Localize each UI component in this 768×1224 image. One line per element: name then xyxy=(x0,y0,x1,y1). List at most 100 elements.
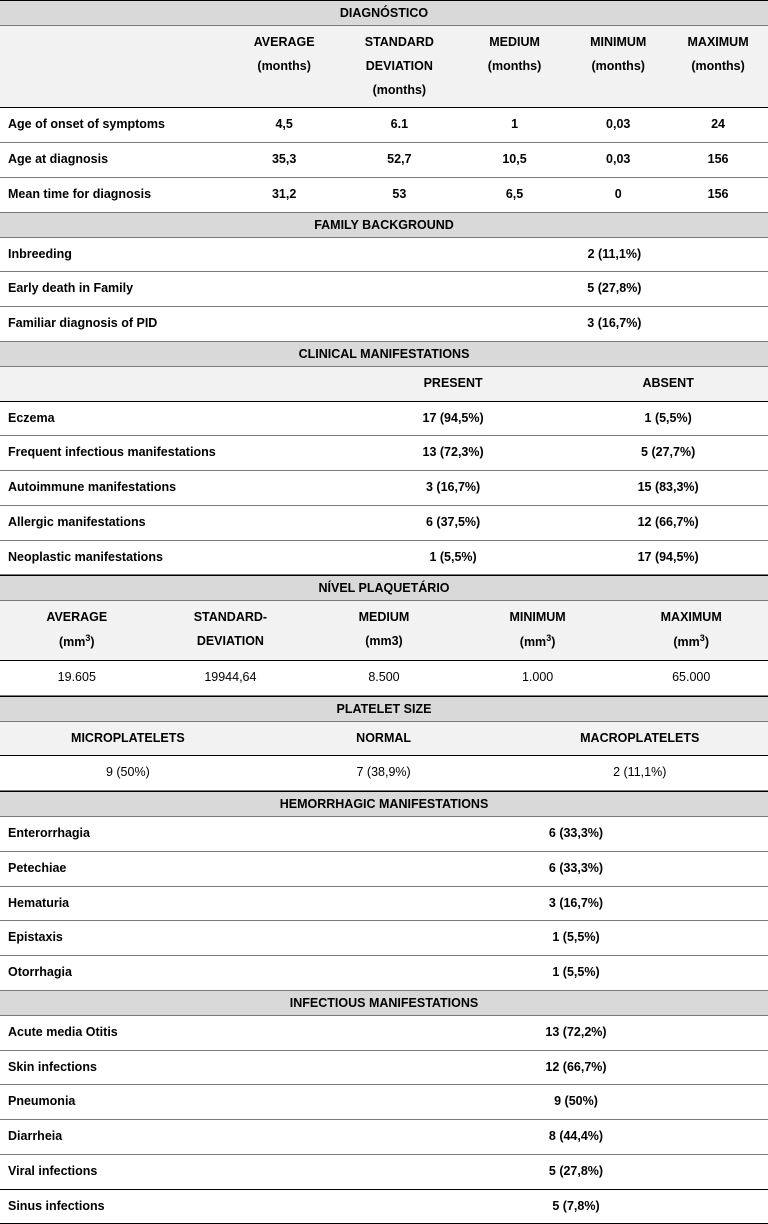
col-present: PRESENT xyxy=(338,366,568,401)
diagnostico-header-row: AVERAGE(months) STANDARDDEVIATION(months… xyxy=(0,26,768,108)
row-label: Petechiae xyxy=(0,851,384,886)
col-min: MINIMUM(mm3) xyxy=(461,601,615,661)
row-label: Age of onset of symptoms xyxy=(0,108,230,143)
section-clinical-title: CLINICAL MANIFESTATIONS xyxy=(0,341,768,366)
cell: 53 xyxy=(338,177,461,212)
row-label: Acute media Otitis xyxy=(0,1015,384,1050)
table-row: Inbreeding 2 (11,1%) xyxy=(0,237,768,272)
platelet-size-header-row: MICROPLATELETS NORMAL MACROPLATELETS xyxy=(0,721,768,756)
row-label: Sinus infections xyxy=(0,1189,384,1224)
cell: 0,03 xyxy=(568,143,668,178)
section-hemorrhagic-title: HEMORRHAGIC MANIFESTATIONS xyxy=(0,792,768,817)
table-row: Skin infections 12 (66,7%) xyxy=(0,1050,768,1085)
section-platelet-level-title: NÍVEL PLAQUETÁRIO xyxy=(0,576,768,601)
cell: 9 (50%) xyxy=(384,1085,768,1120)
row-label: Viral infections xyxy=(0,1154,384,1189)
section-infectious-title: INFECTIOUS MANIFESTATIONS xyxy=(0,990,768,1015)
row-label: Otorrhagia xyxy=(0,956,384,991)
row-label: Familiar diagnosis of PID xyxy=(0,307,461,342)
cell: 156 xyxy=(668,143,768,178)
cell: 5 (27,8%) xyxy=(461,272,768,307)
cell: 19944,64 xyxy=(154,660,308,695)
cell: 12 (66,7%) xyxy=(568,505,768,540)
platelet-size-table: PLATELET SIZE MICROPLATELETS NORMAL MACR… xyxy=(0,696,768,792)
cell: 1 (5,5%) xyxy=(384,921,768,956)
row-label: Enterorrhagia xyxy=(0,817,384,852)
cell: 17 (94,5%) xyxy=(338,401,568,436)
table-row: Neoplastic manifestations 1 (5,5%) 17 (9… xyxy=(0,540,768,575)
table-row: Eczema 17 (94,5%) 1 (5,5%) xyxy=(0,401,768,436)
table-row: Age of onset of symptoms 4,5 6.1 1 0,03 … xyxy=(0,108,768,143)
cell: 5 (27,8%) xyxy=(384,1154,768,1189)
table-row: Acute media Otitis 13 (72,2%) xyxy=(0,1015,768,1050)
col-macro: MACROPLATELETS xyxy=(511,721,768,756)
table-row: Familiar diagnosis of PID 3 (16,7%) xyxy=(0,307,768,342)
row-label: Autoimmune manifestations xyxy=(0,471,338,506)
row-label: Early death in Family xyxy=(0,272,461,307)
clinical-data-table: DIAGNÓSTICO AVERAGE(months) STANDARDDEVI… xyxy=(0,0,768,575)
table-row: Age at diagnosis 35,3 52,7 10,5 0,03 156 xyxy=(0,143,768,178)
cell: 1 (5,5%) xyxy=(384,956,768,991)
row-label: Mean time for diagnosis xyxy=(0,177,230,212)
cell: 5 (27,7%) xyxy=(568,436,768,471)
col-med: MEDIUM(mm3) xyxy=(307,601,461,661)
col-sd: STANDARDDEVIATION(months) xyxy=(338,26,461,108)
cell: 6.1 xyxy=(338,108,461,143)
table-row: Hematuria 3 (16,7%) xyxy=(0,886,768,921)
cell: 6 (33,3%) xyxy=(384,851,768,886)
cell: 8 (44,4%) xyxy=(384,1120,768,1155)
cell: 3 (16,7%) xyxy=(461,307,768,342)
cell: 24 xyxy=(668,108,768,143)
cell: 0,03 xyxy=(568,108,668,143)
col-normal: NORMAL xyxy=(256,721,512,756)
cell: 3 (16,7%) xyxy=(384,886,768,921)
table-row: 19.605 19944,64 8.500 1.000 65.000 xyxy=(0,660,768,695)
cell: 7 (38,9%) xyxy=(256,756,512,791)
cell: 10,5 xyxy=(461,143,569,178)
table-row: 9 (50%) 7 (38,9%) 2 (11,1%) xyxy=(0,756,768,791)
col-minimum: MINIMUM(months) xyxy=(568,26,668,108)
cell: 65.000 xyxy=(614,660,768,695)
cell: 19.605 xyxy=(0,660,154,695)
col-average: AVERAGE(months) xyxy=(230,26,338,108)
col-micro: MICROPLATELETS xyxy=(0,721,256,756)
cell: 1 (5,5%) xyxy=(568,401,768,436)
cell: 1.000 xyxy=(461,660,615,695)
table-row: Diarrheia 8 (44,4%) xyxy=(0,1120,768,1155)
platelet-level-header-row: AVERAGE(mm3) STANDARD-DEVIATION MEDIUM(m… xyxy=(0,601,768,661)
table-row: Otorrhagia 1 (5,5%) xyxy=(0,956,768,991)
section-diagnostico-title: DIAGNÓSTICO xyxy=(0,1,768,26)
table-row: Pneumonia 9 (50%) xyxy=(0,1085,768,1120)
table-row: Early death in Family 5 (27,8%) xyxy=(0,272,768,307)
cell: 156 xyxy=(668,177,768,212)
cell: 1 (5,5%) xyxy=(338,540,568,575)
table-row: Epistaxis 1 (5,5%) xyxy=(0,921,768,956)
row-label: Pneumonia xyxy=(0,1085,384,1120)
cell: 9 (50%) xyxy=(0,756,256,791)
row-label: Hematuria xyxy=(0,886,384,921)
row-label: Inbreeding xyxy=(0,237,461,272)
table-row: Viral infections 5 (27,8%) xyxy=(0,1154,768,1189)
cell: 31,2 xyxy=(230,177,338,212)
col-maximum: MAXIMUM(months) xyxy=(668,26,768,108)
col-medium: MEDIUM(months) xyxy=(461,26,569,108)
cell: 4,5 xyxy=(230,108,338,143)
row-label: Diarrheia xyxy=(0,1120,384,1155)
table-row: Petechiae 6 (33,3%) xyxy=(0,851,768,886)
table-row: Enterorrhagia 6 (33,3%) xyxy=(0,817,768,852)
cell: 52,7 xyxy=(338,143,461,178)
cell: 6,5 xyxy=(461,177,569,212)
cell: 13 (72,3%) xyxy=(338,436,568,471)
row-label: Frequent infectious manifestations xyxy=(0,436,338,471)
table-row: Frequent infectious manifestations 13 (7… xyxy=(0,436,768,471)
cell: 6 (37,5%) xyxy=(338,505,568,540)
col-avg: AVERAGE(mm3) xyxy=(0,601,154,661)
table-row: Allergic manifestations 6 (37,5%) 12 (66… xyxy=(0,505,768,540)
cell: 13 (72,2%) xyxy=(384,1015,768,1050)
col-sd: STANDARD-DEVIATION xyxy=(154,601,308,661)
row-label: Allergic manifestations xyxy=(0,505,338,540)
cell: 6 (33,3%) xyxy=(384,817,768,852)
row-label: Skin infections xyxy=(0,1050,384,1085)
platelet-level-table: NÍVEL PLAQUETÁRIO AVERAGE(mm3) STANDARD-… xyxy=(0,575,768,695)
manifestations-table: HEMORRHAGIC MANIFESTATIONS Enterorrhagia… xyxy=(0,791,768,1224)
